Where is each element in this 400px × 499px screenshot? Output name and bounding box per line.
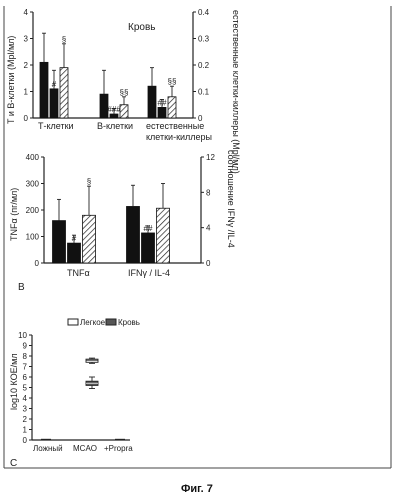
panel-b-right-tick-label: 0: [206, 259, 211, 268]
significance-mark: ##: [158, 98, 167, 107]
bar: [109, 113, 119, 119]
panel-a-category-label: клетки-киллеры: [146, 132, 212, 142]
panel-a-left-tick-label: 4: [24, 8, 29, 17]
legend-swatch-blood: [105, 318, 117, 326]
panel-c-category-label: Ложный: [33, 444, 63, 453]
figure-caption: Фиг. 7: [181, 483, 213, 495]
panel-c-y-label: log10 КОЕ/мл: [9, 353, 19, 410]
significance-mark: §: [87, 177, 91, 186]
legend-label-lung: Легкое: [80, 318, 106, 327]
significance-mark: §: [62, 35, 66, 44]
panel-a-right-tick-label: 0.4: [198, 8, 210, 17]
panel-c: log10 КОЕ/мл 01 23 45 67 89 10 Легкое Кровь Л…: [9, 318, 140, 469]
panel-a-left-tick-label: 2: [24, 61, 29, 70]
panel-a-y-label-right: естественные клетки-киллеры (Мрl/мл): [231, 10, 241, 174]
panel-b-left-tick-label: 100: [26, 233, 40, 242]
panel-c-category-label: MCAO: [73, 444, 97, 453]
panel-letter-c: C: [10, 458, 17, 469]
panel-b-left-tick-label: 200: [26, 206, 40, 215]
bar: [67, 242, 81, 264]
panel-c-tick-label: 2: [23, 415, 28, 424]
panel-a-left-tick-label: 1: [24, 88, 29, 97]
panel-a-category-label: естественные: [146, 121, 204, 131]
panel-a-title: Кровь: [128, 22, 155, 33]
panel-c-tick-label: 6: [23, 373, 28, 382]
bar: [82, 214, 96, 264]
panel-a-right-tick-label: 0.3: [198, 35, 210, 44]
bar: [49, 88, 59, 119]
panel-c-tick-label: 0: [23, 436, 28, 445]
significance-mark: ###: [107, 105, 121, 114]
panel-c-category-label: +Propra: [104, 444, 133, 453]
panel-a-left-tick-label: 3: [24, 35, 29, 44]
panel-a-category-label: B-клетки: [97, 121, 133, 131]
panel-b-category-label: IFNγ / IL-4: [128, 268, 170, 278]
panel-letter-b: B: [18, 282, 25, 293]
panel-c-tick-label: 3: [23, 405, 28, 414]
box: [85, 358, 99, 363]
bar: [126, 206, 140, 264]
panel-a-left-tick-label: 0: [24, 114, 29, 123]
panel-a-y-label: T и B-клетки (Мрl/мл): [6, 36, 16, 124]
significance-mark: #: [72, 234, 77, 243]
panel-a-right-tick-label: 0.2: [198, 61, 210, 70]
panel-b-category-label: TNFα: [67, 268, 90, 278]
bar: [52, 220, 66, 264]
bar: [141, 232, 155, 264]
bar: [59, 67, 69, 119]
panel-c-tick-label: 9: [23, 342, 28, 351]
panel-c-tick-label: 1: [23, 426, 28, 435]
panel-b-left-tick-label: 300: [26, 180, 40, 189]
panel-b: TNFα (пг/мл) соотношение IFNγ /IL-4 0 100…: [9, 150, 236, 293]
legend-swatch-lung: [67, 318, 79, 326]
panel-b-left-tick-label: 0: [35, 259, 40, 268]
panel-c-tick-label: 8: [23, 352, 28, 361]
panel-a-right-tick-label: 0.1: [198, 88, 210, 97]
significance-mark: #: [52, 80, 57, 89]
panel-c-tick-label: 10: [18, 331, 27, 340]
panel-c-tick-label: 5: [23, 384, 28, 393]
legend-label-blood: Кровь: [118, 318, 140, 327]
panel-a: Кровь T и B-клетки (Мрl/мл) естественные…: [6, 8, 241, 174]
panel-a-category-label: Т-клетки: [38, 121, 74, 131]
bar: [39, 61, 49, 119]
panel-b-y-label: TNFα (пг/мл): [9, 188, 19, 241]
panel-b-right-tick-label: 12: [206, 153, 215, 162]
panel-b-left-tick-label: 400: [26, 153, 40, 162]
bar: [119, 104, 129, 119]
significance-mark: §§: [120, 88, 129, 97]
bar: [156, 207, 170, 264]
bar: [147, 85, 157, 119]
panel-c-tick-label: 7: [23, 363, 28, 372]
significance-mark: ##: [144, 224, 153, 233]
significance-mark: §§: [168, 77, 177, 86]
panel-b-right-tick-label: 4: [206, 224, 211, 233]
bar: [157, 107, 167, 119]
bar: [167, 96, 177, 119]
panel-b-y-label-right: соотношение IFNγ /IL-4: [226, 150, 236, 248]
panel-b-right-tick-label: 8: [206, 188, 211, 197]
panel-c-tick-label: 4: [23, 394, 28, 403]
panel-a-right-tick-label: 0: [198, 114, 203, 123]
